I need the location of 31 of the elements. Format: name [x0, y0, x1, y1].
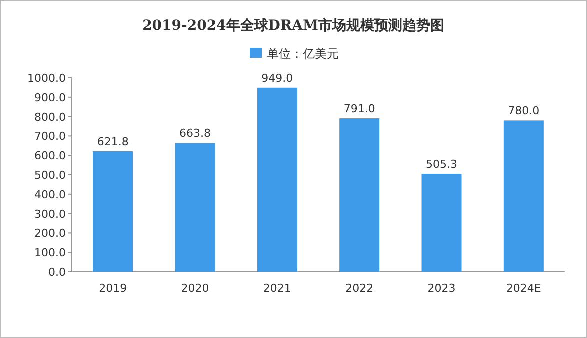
- y-tick-label: 900.0: [34, 91, 66, 104]
- x-tick-label: 2021: [263, 282, 292, 295]
- y-tick-label: 200.0: [34, 227, 66, 240]
- y-tick-label: 700.0: [34, 130, 66, 144]
- x-tick-label: 2023: [428, 282, 456, 295]
- text: 791.0: [344, 102, 376, 116]
- y-tick-label: 600.0: [34, 150, 66, 163]
- bar: [422, 174, 462, 272]
- y-tick-label: 300.0: [34, 208, 66, 221]
- text: 949.0: [262, 72, 294, 85]
- text: 780.0: [508, 104, 540, 118]
- bar: [93, 151, 134, 272]
- x-tick-label: 2019: [99, 282, 128, 295]
- text: 505.3: [426, 158, 458, 171]
- x-tick-label: 2024E: [506, 282, 542, 295]
- bar: [340, 118, 380, 272]
- x-tick-label: 2022: [346, 282, 374, 295]
- text: 621.8: [97, 135, 129, 148]
- y-tick-label: 1000.0: [28, 72, 66, 85]
- chart-title: 2019-2024年全球DRAM市场规模预测趋势图: [142, 17, 444, 34]
- y-tick-label: 400.0: [34, 188, 66, 202]
- y-tick-label: 0.0: [48, 266, 66, 279]
- bar: [175, 143, 216, 272]
- x-tick-label: 2020: [181, 282, 210, 295]
- y-tick-label: 500.0: [34, 169, 66, 182]
- bar: [504, 120, 544, 272]
- y-tick-label: 100.0: [34, 246, 66, 260]
- bar: [257, 88, 298, 272]
- y-tick-label: 800.0: [34, 110, 66, 124]
- text: 663.8: [180, 127, 211, 140]
- legend-label: 单位：亿美元: [267, 47, 339, 61]
